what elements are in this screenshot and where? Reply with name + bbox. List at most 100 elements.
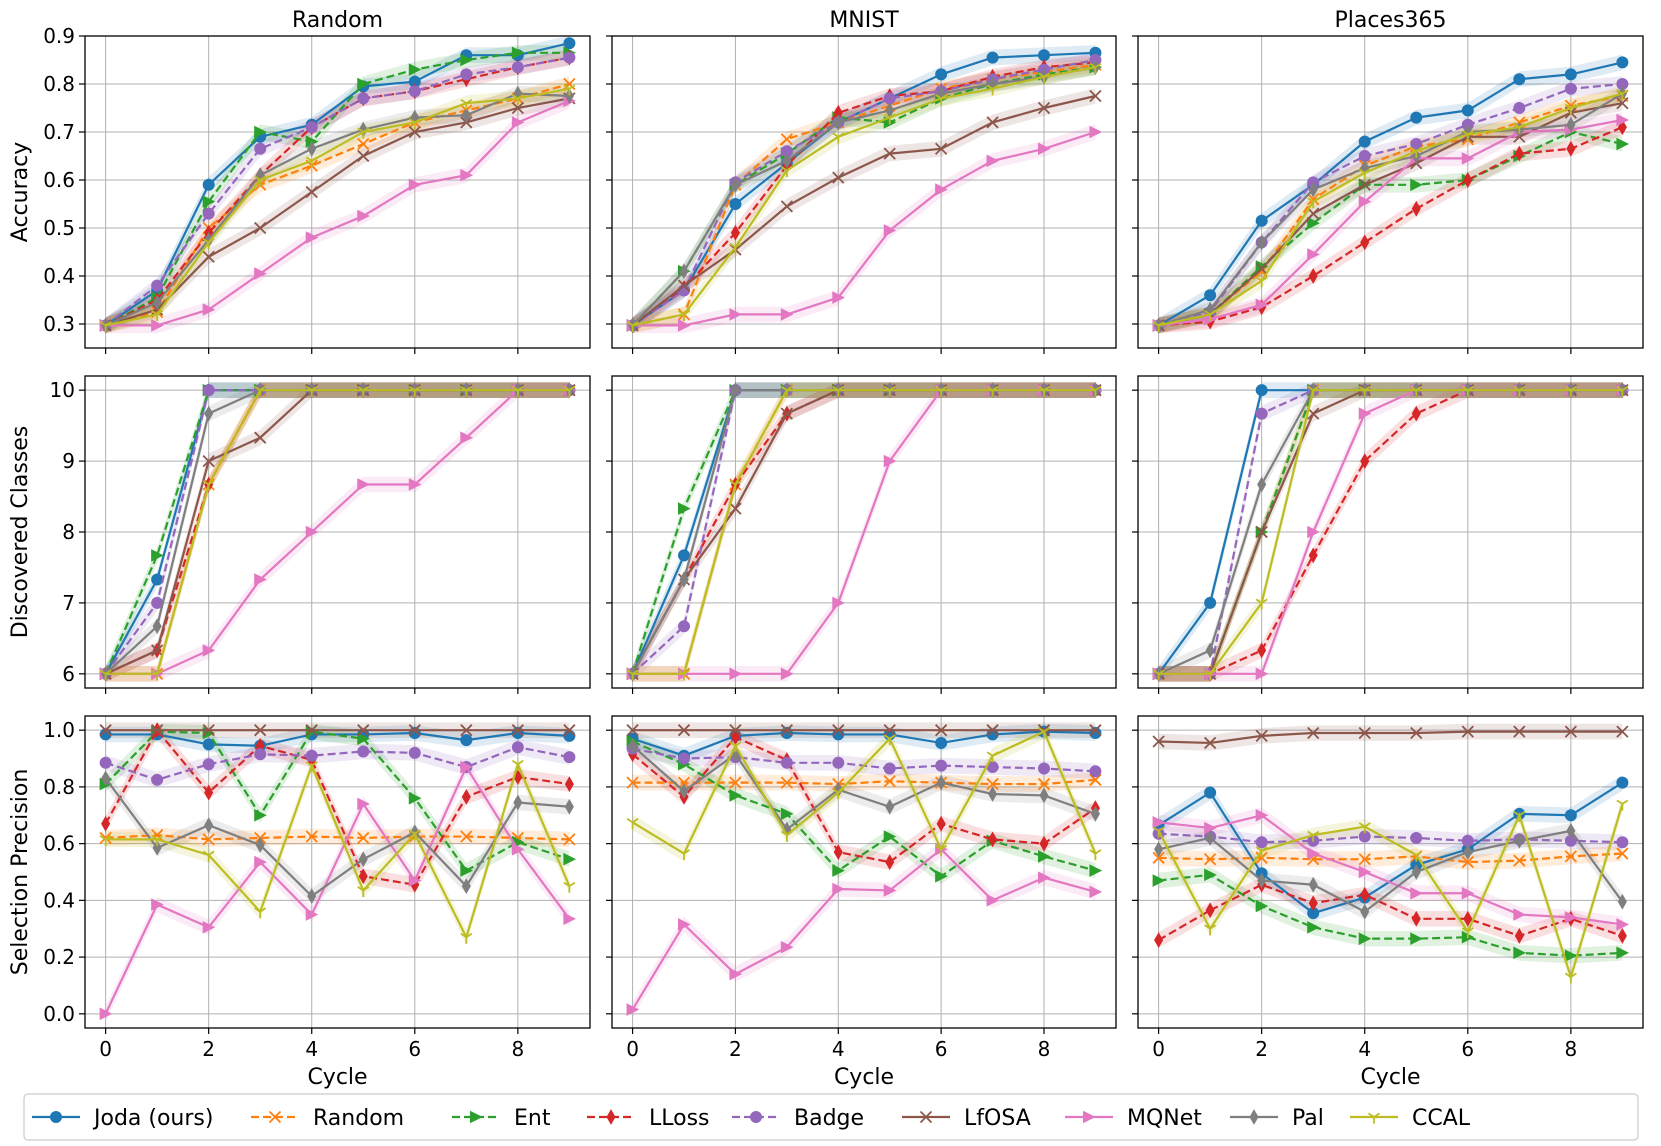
axes-frame [611, 35, 1117, 349]
x-tick-label: 4 [305, 1037, 318, 1061]
x-tick-label: 8 [1564, 1037, 1577, 1061]
point-random [1152, 851, 1165, 864]
band-pal [105, 770, 570, 904]
point-lfosa [202, 454, 215, 468]
point-ccal [1089, 62, 1102, 74]
axes-frame [84, 715, 591, 1029]
panel-places365-selection-precision: 0 2 4 6 8 Cycle [1132, 715, 1644, 1090]
point-ccal [1204, 669, 1217, 681]
point-ent [1410, 178, 1423, 192]
point-lfosa [151, 644, 164, 657]
point-joda-ours [202, 178, 215, 191]
panel-random-accuracy: 0.3 0.4 0.5 0.6 0.7 0.8 0.9 Random Accuracy [8, 8, 591, 354]
point-pal [1566, 822, 1576, 839]
line-badge [1158, 832, 1623, 844]
point-joda-ours [1410, 111, 1423, 124]
point-lloss [1463, 172, 1473, 188]
point-badge [1513, 102, 1526, 114]
point-mqnet [986, 894, 1000, 907]
point-badge [408, 85, 421, 98]
point-pal [1090, 805, 1100, 822]
point-ccal [1410, 146, 1423, 158]
point-ccal [1358, 385, 1371, 397]
x-tick-label: 0 [1152, 1037, 1165, 1061]
point-mqnet [729, 967, 743, 981]
markers-badge [99, 51, 576, 332]
point-lfosa [883, 147, 896, 160]
point-mqnet [460, 168, 473, 182]
panel-places365-accuracy: Places365 [1132, 8, 1644, 354]
point-ccal [780, 166, 793, 177]
point-mqnet [883, 454, 897, 468]
y-tick-label: 1.0 [43, 718, 75, 742]
legend-item-lfosa: LfOSA [902, 1106, 1031, 1131]
point-ccal [832, 385, 845, 397]
point-mqnet [832, 596, 845, 610]
point-mqnet [1038, 142, 1051, 156]
band-badge [632, 740, 1096, 780]
point-pal [1205, 830, 1215, 846]
point-joda-ours [1513, 73, 1526, 86]
point-ccal [1307, 197, 1320, 209]
point-ccal [1307, 385, 1320, 397]
point-random [357, 831, 370, 845]
x-tick-label: 4 [1358, 1037, 1371, 1061]
point-pal [101, 770, 111, 787]
point-mqnet [357, 478, 370, 491]
point-ent [151, 549, 164, 562]
band-lloss [1158, 382, 1623, 682]
point-badge [357, 745, 370, 758]
point-lfosa [1410, 726, 1423, 740]
point-lfosa [151, 724, 164, 737]
band-mqnet [105, 382, 570, 682]
point-lfosa [305, 724, 318, 737]
point-ent [1307, 216, 1320, 230]
point-ccal [883, 734, 896, 746]
point-ccal [935, 94, 948, 105]
line-mqnet [104, 764, 571, 1015]
point-badge [1255, 836, 1268, 849]
point-random [563, 833, 576, 846]
band-ent [632, 733, 1096, 885]
x-tick-label: 2 [729, 1037, 742, 1061]
line-joda-ours [104, 42, 570, 327]
markers-lfosa [99, 724, 576, 737]
point-ccal [305, 385, 318, 397]
line-lfosa [105, 97, 570, 327]
point-lfosa [1307, 207, 1320, 220]
legend-label: MQNet [1127, 1106, 1202, 1131]
band-ccal [632, 723, 1096, 862]
legend-marker [1083, 1110, 1096, 1124]
band-pal [1158, 823, 1623, 920]
panel-random-selection-precision: 0 2 4 6 8 0.0 0.2 0.4 0.6 0.8 1.0 Cycle Selection Pr… [8, 715, 591, 1090]
point-mqnet [1513, 908, 1526, 921]
grid [612, 35, 1116, 348]
point-random [626, 776, 639, 789]
point-lfosa [1255, 729, 1268, 742]
point-ccal [1255, 598, 1268, 610]
point-lfosa [1616, 97, 1629, 110]
point-random [1513, 854, 1526, 867]
line-mqnet [105, 389, 570, 675]
line-ccal [105, 87, 570, 327]
point-ccal [202, 480, 215, 492]
point-lloss [1308, 547, 1318, 564]
legend-marker [919, 1110, 933, 1124]
point-badge [202, 207, 215, 220]
y-tick-label: 10 [50, 378, 75, 402]
x-tick-label: 6 [408, 1037, 421, 1061]
point-lfosa [99, 724, 112, 737]
point-pal [1308, 181, 1318, 198]
point-mqnet [305, 231, 319, 244]
point-ent [1152, 874, 1166, 887]
markers-badge [99, 741, 576, 786]
point-mqnet [305, 525, 319, 539]
point-joda-ours [1616, 56, 1629, 69]
point-random [1461, 855, 1474, 869]
point-ent [1255, 899, 1269, 913]
point-lfosa [408, 125, 421, 139]
point-ccal [99, 669, 112, 681]
axes-frame [84, 35, 591, 349]
point-ccal [1616, 385, 1629, 397]
point-lfosa [460, 724, 473, 737]
